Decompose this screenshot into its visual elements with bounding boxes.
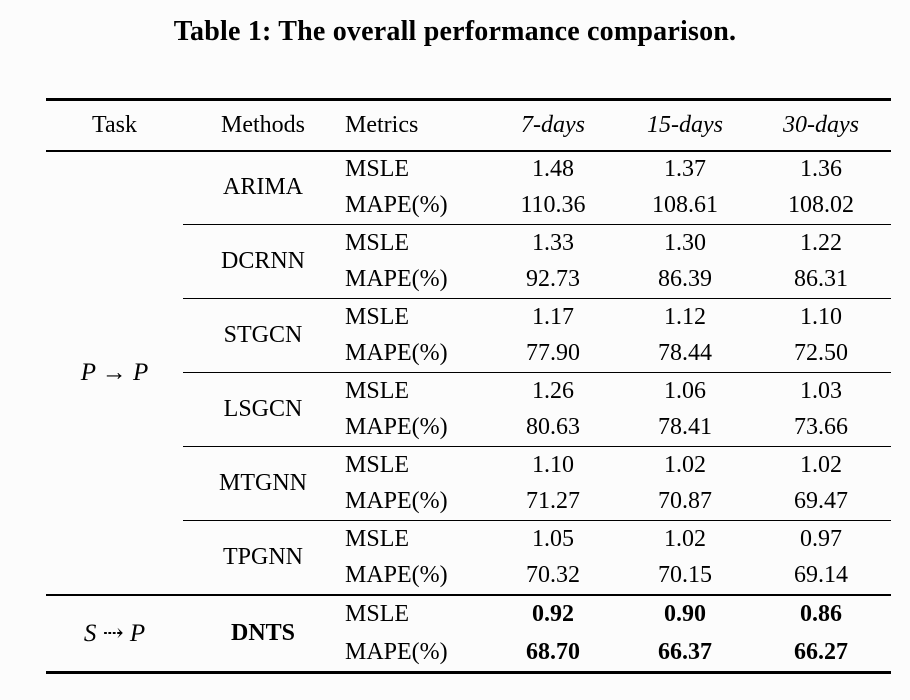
metric-label: MSLE [343, 224, 487, 262]
performance-table: Task Methods Metrics 7-days 15-days 30-d… [46, 98, 891, 674]
table-row: MAPE(%) 80.63 78.41 73.66 [46, 410, 891, 447]
value-cell: 0.97 [751, 520, 891, 558]
value-cell: 1.17 [487, 298, 619, 336]
metric-label: MAPE(%) [345, 192, 448, 219]
table-row: P → P ARIMA MSLE 1.48 1.37 1.36 [46, 151, 891, 386]
table-row: MAPE(%) 70.32 70.15 69.14 [46, 558, 891, 595]
value-cell: 108.02 [788, 192, 854, 219]
metric-label: MSLE [345, 156, 410, 182]
method-name: LSGCN [183, 372, 343, 447]
metric-label: MSLE [343, 372, 487, 410]
value-cell: 1.22 [751, 224, 891, 262]
method-name: STGCN [183, 298, 343, 373]
table-row: LSGCN MSLE 1.26 1.06 1.03 [46, 372, 891, 447]
col-header-task: Task [46, 99, 183, 152]
value-cell: 110.36 [520, 192, 586, 219]
value-cell: 1.37 [664, 156, 706, 182]
value-cell: 78.41 [658, 414, 712, 441]
value-cell: 1.48 [532, 156, 574, 182]
metric-label: MAPE(%) [345, 266, 448, 293]
value-cell: 1.02 [619, 446, 751, 484]
value-cell: 73.66 [794, 414, 848, 441]
method-name: ARIMA [222, 174, 303, 201]
table-row: MAPE(%) 92.73 86.39 86.31 [46, 262, 891, 299]
value-cell: 1.05 [487, 520, 619, 558]
method-name: DNTS [183, 593, 343, 673]
col-header-30days: 30-days [751, 99, 891, 152]
value-cell: 70.32 [526, 562, 580, 588]
table-row: DCRNN MSLE 1.33 1.30 1.22 [46, 224, 891, 299]
metric-label: MSLE [343, 520, 487, 558]
value-cell: 1.06 [619, 372, 751, 410]
value-cell: 68.70 [526, 638, 580, 665]
value-cell: 0.92 [487, 593, 619, 634]
method-name: DCRNN [183, 224, 343, 299]
method-name: MTGNN [183, 446, 343, 521]
value-cell: 1.10 [751, 298, 891, 336]
value-cell: 1.30 [619, 224, 751, 262]
value-cell: 86.39 [658, 266, 712, 293]
metric-label: MAPE(%) [345, 414, 448, 441]
table-row: S ⇢ P DNTS MSLE 0.92 0.90 0.86 [46, 593, 891, 673]
table-caption: Table 1: The overall performance compari… [173, 16, 737, 47]
table-row: TPGNN MSLE 1.05 1.02 0.97 [46, 520, 891, 595]
metric-label: MAPE(%) [345, 340, 448, 367]
value-cell: 70.15 [658, 562, 712, 588]
value-cell: 69.14 [794, 562, 848, 588]
value-cell: 80.63 [526, 414, 580, 441]
metric-label: MAPE(%) [345, 488, 448, 515]
metric-label: MAPE(%) [345, 562, 448, 588]
value-cell: 69.47 [794, 488, 848, 515]
table-row: MAPE(%) 77.90 78.44 72.50 [46, 336, 891, 373]
value-cell: 72.50 [794, 340, 848, 367]
value-cell: 1.10 [487, 446, 619, 484]
metric-label: MSLE [343, 298, 487, 336]
value-cell: 0.86 [751, 593, 891, 634]
col-header-methods: Methods [183, 99, 343, 152]
col-header-metrics: Metrics [343, 99, 487, 152]
metric-label: MAPE(%) [345, 638, 448, 665]
value-cell: 86.31 [794, 266, 848, 293]
value-cell: 1.33 [487, 224, 619, 262]
value-cell: 108.61 [652, 192, 718, 219]
metric-label: MSLE [343, 593, 487, 634]
method-name: TPGNN [183, 520, 343, 595]
table-row: MAPE(%) 71.27 70.87 69.47 [46, 484, 891, 521]
value-cell: 0.90 [619, 593, 751, 634]
table-row: MAPE(%) 110.36 108.61 108.02 [46, 188, 891, 225]
value-cell: 1.12 [619, 298, 751, 336]
value-cell: 92.73 [526, 266, 580, 293]
value-cell: 1.02 [619, 520, 751, 558]
header-row: Task Methods Metrics 7-days 15-days 30-d… [46, 99, 891, 152]
table-row: MAPE(%) 68.70 66.37 66.27 [46, 634, 891, 673]
task-label-s-to-p: S ⇢ P [46, 593, 183, 673]
metric-label: MSLE [343, 446, 487, 484]
value-cell: 78.44 [658, 340, 712, 367]
value-cell: 71.27 [526, 488, 580, 515]
col-header-15days: 15-days [619, 99, 751, 152]
value-cell: 77.90 [526, 340, 580, 367]
value-cell: 1.36 [800, 156, 842, 182]
value-cell: 1.26 [487, 372, 619, 410]
value-cell: 1.02 [751, 446, 891, 484]
table-row: MTGNN MSLE 1.10 1.02 1.02 [46, 446, 891, 521]
value-cell: 66.37 [658, 638, 712, 665]
col-header-7days: 7-days [487, 99, 619, 152]
value-cell: 66.27 [794, 638, 848, 665]
table-row: STGCN MSLE 1.17 1.12 1.10 [46, 298, 891, 373]
value-cell: 70.87 [658, 488, 712, 515]
task-label-p-to-p: P → P [80, 358, 149, 386]
value-cell: 1.03 [751, 372, 891, 410]
